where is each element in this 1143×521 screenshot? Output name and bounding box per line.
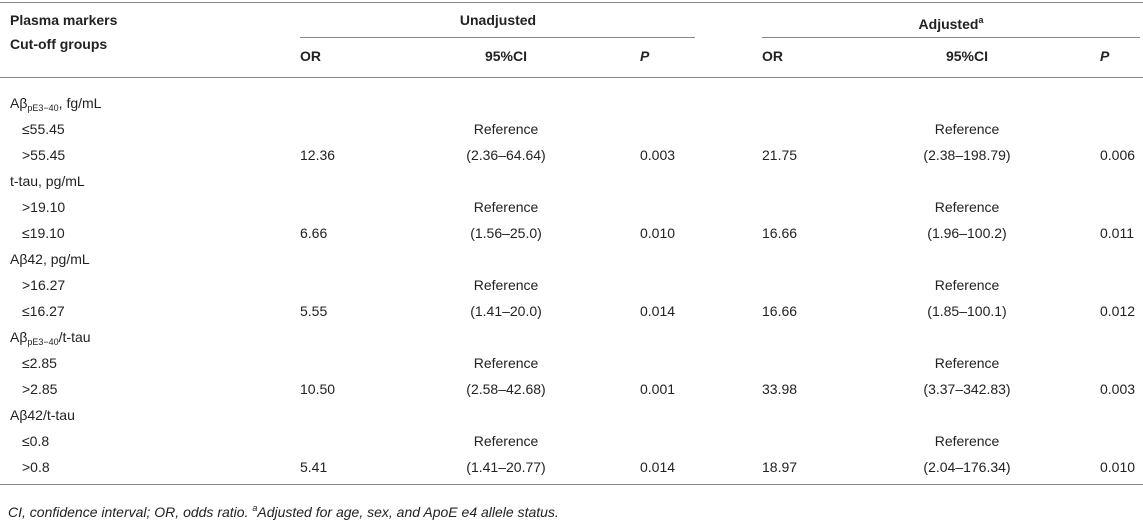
cutoff-group: ≤19.10 <box>22 225 65 241</box>
cell-ci: (1.56–25.0) <box>470 225 542 241</box>
cell-ci: Reference <box>934 355 1000 371</box>
footnote: CI, confidence interval; OR, odds ratio.… <box>8 499 559 521</box>
cutoff-group: >2.85 <box>22 381 58 397</box>
cell-p: 0.001 <box>640 381 676 397</box>
column-header: OR <box>762 48 783 64</box>
cell-ci: Reference <box>934 277 1000 293</box>
cutoff-group: >0.8 <box>22 459 50 475</box>
cell-or: 5.55 <box>300 303 328 319</box>
marker-text: Aβ <box>10 329 28 345</box>
marker-text: Aβ <box>10 95 28 111</box>
group-sup: a <box>978 15 984 25</box>
marker-text: /t-tau <box>58 329 91 345</box>
cell-ci: (1.41–20.77) <box>466 459 546 475</box>
cell-p: 0.014 <box>640 303 676 319</box>
marker-text: t-tau, pg/mL <box>10 173 85 189</box>
cell-or: 12.36 <box>300 147 336 163</box>
cell-or: 21.75 <box>762 147 798 163</box>
footnote-text: CI, confidence interval; OR, odds ratio. <box>8 504 253 520</box>
group-rule <box>300 37 695 38</box>
marker-text: , fg/mL <box>58 95 102 111</box>
top-rule <box>0 2 1143 3</box>
footnote-sup: a <box>252 503 258 513</box>
cutoff-group: ≤0.8 <box>22 433 50 449</box>
marker-text: Aβ42/t-tau <box>10 407 75 423</box>
cell-ci: Reference <box>473 199 539 215</box>
cell-ci: (2.04–176.34) <box>923 459 1011 475</box>
group-title: Unadjusted <box>459 12 537 28</box>
cell-ci: Reference <box>473 121 539 137</box>
cell-ci: (1.41–20.0) <box>470 303 542 319</box>
cell-p: 0.003 <box>1100 381 1136 397</box>
cell-or: 5.41 <box>300 459 328 475</box>
stub-header: Plasma markers <box>10 12 118 28</box>
cell-or: 33.98 <box>762 381 798 397</box>
cell-or: 16.66 <box>762 303 798 319</box>
header-rule <box>0 77 1143 78</box>
group-title: Adjusted <box>918 16 979 32</box>
cell-p: 0.010 <box>1100 459 1136 475</box>
cutoff-group: ≤2.85 <box>22 355 57 371</box>
group-header: Unadjusted <box>460 11 536 29</box>
marker-sub: pE3−40 <box>27 103 59 113</box>
cell-ci: Reference <box>473 277 539 293</box>
column-header: 95%CI <box>945 48 989 64</box>
cell-p: 0.010 <box>640 225 676 241</box>
marker-label: Aβ42, pg/mL <box>10 250 90 268</box>
cell-ci: Reference <box>934 433 1000 449</box>
cell-p: 0.012 <box>1100 303 1136 319</box>
column-header: OR <box>300 48 321 64</box>
cutoff-group: >55.45 <box>22 147 66 163</box>
cutoff-group: >19.10 <box>22 199 66 215</box>
cell-or: 16.66 <box>762 225 798 241</box>
marker-sub: pE3−40 <box>27 337 59 347</box>
cell-ci: (3.37–342.83) <box>923 381 1011 397</box>
cell-ci: Reference <box>473 433 539 449</box>
cell-p: 0.014 <box>640 459 676 475</box>
column-header: P <box>1100 48 1110 64</box>
cutoff-group: >16.27 <box>22 277 66 293</box>
cell-p: 0.003 <box>640 147 676 163</box>
cell-ci: Reference <box>473 355 539 371</box>
cell-ci: (2.36–64.64) <box>466 147 546 163</box>
footnote-text: Adjusted for age, sex, and ApoE e4 allel… <box>257 504 559 520</box>
column-header: P <box>640 48 650 64</box>
group-header: Adjusteda <box>919 11 984 33</box>
cell-or: 10.50 <box>300 381 336 397</box>
cell-or: 6.66 <box>300 225 328 241</box>
cell-ci: Reference <box>934 121 1000 137</box>
stub-header: Cut-off groups <box>10 36 108 52</box>
bottom-rule <box>0 484 1143 485</box>
cell-ci: (2.58–42.68) <box>466 381 546 397</box>
marker-label: t-tau, pg/mL <box>10 172 85 190</box>
marker-label: AβpE3−40/t-tau <box>10 328 91 351</box>
cell-ci: (2.38–198.79) <box>923 147 1011 163</box>
cell-or: 18.97 <box>762 459 798 475</box>
marker-label: AβpE3−40, fg/mL <box>10 94 101 117</box>
marker-label: Aβ42/t-tau <box>10 406 75 424</box>
cell-ci: Reference <box>934 199 1000 215</box>
cell-p: 0.006 <box>1100 147 1136 163</box>
column-header: 95%CI <box>484 48 528 64</box>
cutoff-group: ≤16.27 <box>22 303 65 319</box>
group-rule <box>762 37 1140 38</box>
cell-ci: (1.96–100.2) <box>927 225 1007 241</box>
cell-p: 0.011 <box>1100 225 1134 241</box>
cell-ci: (1.85–100.1) <box>927 303 1007 319</box>
marker-text: Aβ42, pg/mL <box>10 251 90 267</box>
cutoff-group: ≤55.45 <box>22 121 65 137</box>
